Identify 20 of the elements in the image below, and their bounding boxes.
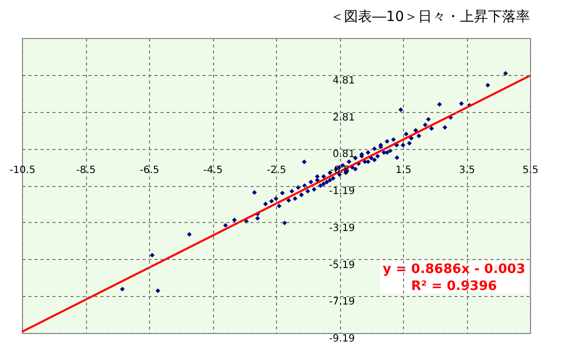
x-tick-label: -8.5 [76, 165, 96, 176]
x-tick-label: 5.5 [522, 165, 538, 176]
x-tick-label: 1.5 [396, 165, 412, 176]
x-tick-label: -2.5 [266, 165, 286, 176]
y-tick-label: 0.81 [332, 149, 355, 160]
x-tick-label: -6.5 [140, 165, 160, 176]
y-tick-label: -9.19 [329, 334, 355, 344]
y-tick-label: -1.19 [329, 186, 355, 197]
x-tick-label: -10.5 [10, 165, 36, 176]
y-tick-label: -3.19 [329, 222, 355, 234]
x-tick-label: -0.5 [330, 165, 350, 176]
annotation: R² = 0.9396 [411, 279, 497, 294]
y-tick-label: 4.81 [332, 75, 355, 86]
y-tick-label: 2.81 [332, 112, 355, 124]
x-tick-label: -4.5 [203, 165, 223, 176]
y-tick-label: -7.19 [329, 296, 355, 308]
y-tick-label: -5.19 [329, 260, 355, 271]
annotation: y = 0.8686x - 0.003 [382, 262, 526, 277]
chart-title: ＜図表―10＞日々・上昇下落率 [330, 9, 530, 25]
x-tick-label: 3.5 [459, 165, 475, 176]
